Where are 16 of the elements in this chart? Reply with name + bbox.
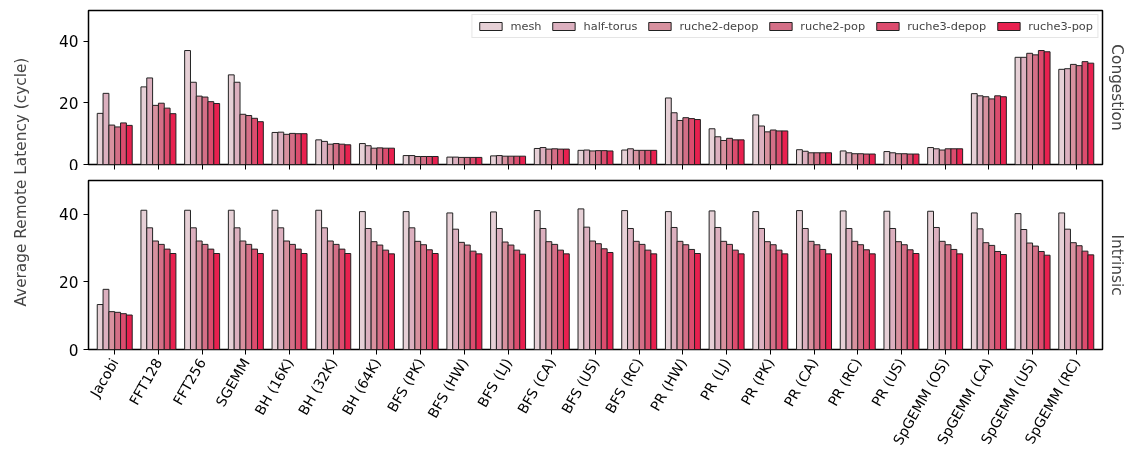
y-tick-label: 40 — [59, 33, 79, 52]
y-tick-label: 0 — [68, 156, 79, 175]
x-tick-label: PR (LJ) — [696, 355, 734, 403]
y-tick-label: 20 — [59, 273, 79, 292]
y-axis-title: Average Remote Latency (cycle) — [11, 57, 30, 307]
legend-label: ruche3-depop — [907, 19, 987, 33]
y-tick-label: 0 — [68, 341, 79, 360]
text: Congestion — [1107, 44, 1126, 131]
y-tick-label: 20 — [59, 94, 79, 113]
legend-label: half-torus — [583, 19, 638, 33]
text: Intrinsic — [1107, 234, 1126, 296]
legend-label: mesh — [510, 19, 542, 33]
legend-label: ruche3-pop — [1028, 19, 1093, 33]
y-tick-label: 40 — [59, 206, 79, 225]
legend-label: ruche2-pop — [800, 19, 866, 33]
legend-label: ruche2-depop — [679, 19, 759, 33]
